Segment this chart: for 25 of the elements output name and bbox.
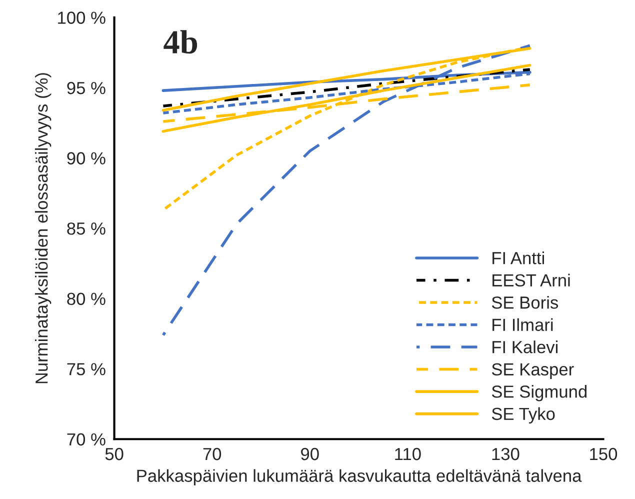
legend-label: SE Kasper [492,363,574,379]
legend-label: FI Antti [492,251,544,264]
legend-label: SE Boris [492,296,558,309]
legend-label: EEST Arni [492,274,570,286]
legend-label: FI Kalevi [492,340,558,354]
y-tick-label: 85 % [67,222,106,235]
x-tick-label: 50 [105,448,124,460]
x-tick-label: 90 [301,448,319,460]
y-tick-label: 95 % [67,82,106,94]
y-tick-label: 70 % [67,433,106,446]
x-tick-label: 150 [590,448,618,460]
chart-title: 4b [164,30,198,54]
x-axis-title: Pakkaspäivien lukumäärä kasvukautta edeltävänä talvena [137,469,582,486]
legend-label: SE Sigmund [492,385,587,402]
x-tick-label: 110 [395,448,421,460]
y-tick-label: 75 % [67,363,106,376]
y-axis-title: Nurminatayksilöiden elossasäilyvyys (%) [35,73,52,384]
legend-label: SE Tyko [492,407,555,424]
y-tick-label: 90 % [67,152,106,164]
x-tick-label: 70 [203,448,222,460]
legend-label: FI Ilmari [492,318,553,332]
line-series [162,68,532,108]
x-tick-label: 130 [492,448,520,460]
y-tick-label: 100 % [58,12,106,24]
y-tick-label: 80 % [67,292,106,306]
